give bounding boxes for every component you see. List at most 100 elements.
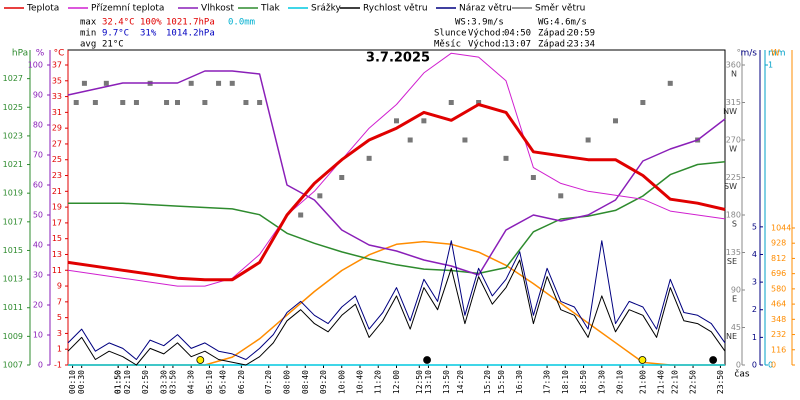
y-tick-label: 30 [33,271,43,280]
x-tick-label: 05:40 [219,370,228,394]
y-tick-label: 100 [28,61,43,70]
y-tick-label: 33 [52,92,62,101]
series-line [68,160,726,275]
x-tick-label: 20:10 [616,370,625,394]
stat-value: 31% [140,29,157,39]
y-tick-label: 19 [52,203,62,212]
y-tick-label: 1044 [771,223,791,232]
direction-point [92,100,98,105]
direction-point [229,80,235,86]
x-tick-label: 18:50 [579,370,588,394]
astro-label: Východ: [468,40,506,50]
stat-label: min [80,29,96,39]
y-tick-label: 20 [33,301,43,310]
x-tick-label: 22:10 [670,370,679,394]
wind-info: WG:4.6m/s [538,18,587,28]
y-tick-label: 21 [52,187,62,196]
x-tick-label: 01:50 [114,370,123,394]
sun-rise-marker [196,356,205,364]
direction-label: N [731,70,737,79]
x-tick-label: 07:20 [264,370,273,394]
y-tick-label: 2 [752,305,757,314]
x-tick-label: 22:50 [689,370,698,394]
x-tick-label: 17:30 [543,370,552,394]
stat-value: 1021.7hPa [166,18,215,28]
stat-value: 100% [140,18,162,28]
y-tick-label: 0 [736,361,741,370]
legend-label: Rychlost větru [363,4,428,14]
direction-point [317,193,323,199]
y-tick-label: 116 [771,345,786,354]
stat-value: 9.7°C [102,29,129,39]
x-tick-label: 23:50 [716,370,725,394]
direction-point [640,100,646,105]
y-tick-label: 1009 [3,332,23,341]
y-tick-label: 5 [57,313,62,322]
stat-value: 0.0mm [228,18,255,28]
direction-point [421,118,427,124]
y-tick-label: 40 [33,241,43,250]
stat-value: 21°C [102,40,124,50]
y-tick-label: -1 [54,361,62,370]
y-tick-label: 0 [768,361,773,370]
x-axis-label: čas [734,369,749,380]
y-tick-label: 1023 [3,131,23,140]
x-tick-label: 21:00 [638,370,647,394]
axis-unit: m/s [741,49,758,59]
y-tick-label: 10 [33,331,43,340]
y-tick-label: 11 [52,266,62,275]
y-tick-label: 180 [726,211,741,220]
stat-value: 1014.2hPa [166,29,215,39]
y-tick-label: 1013 [3,275,23,284]
y-tick-label: 31 [52,108,62,117]
direction-point [448,100,454,105]
direction-label: SW [724,182,737,191]
x-tick-label: 00:10 [68,370,77,394]
y-tick-label: 1 [57,345,62,354]
moon-rise-marker [423,356,431,364]
direction-point [462,137,468,143]
y-tick-label: 35 [52,76,62,85]
y-tick-label: 29 [52,124,62,133]
y-tick-label: 23 [52,171,62,180]
series-line [67,103,726,282]
y-tick-label: 13 [52,250,62,259]
direction-point [257,100,263,105]
x-tick-label: 18:10 [561,370,570,394]
stat-label: avg [80,40,96,50]
y-tick-label: 1027 [3,74,23,83]
astro-label: Západ: [538,29,571,39]
direction-label: SE [727,257,737,266]
x-tick-label: 01:50 [114,370,123,394]
y-tick-label: 0 [38,361,43,370]
direction-point [366,155,372,161]
y-tick-label: 696 [771,269,786,278]
y-tick-label: 1 [768,61,773,70]
astro-label: Měsíc [434,40,461,50]
direction-point [175,100,180,105]
direction-point [667,80,673,86]
y-tick-label: 25 [52,155,62,164]
legend-label: Přízemní teplota [91,4,164,14]
y-tick-label: 60 [33,181,43,190]
y-tick-label: 270 [726,136,741,145]
y-tick-label: 7 [57,297,62,306]
astro-time: 13:07 [504,40,531,50]
y-tick-label: 225 [726,173,741,182]
x-tick-label: 09:20 [319,370,328,394]
y-tick-label: 0 [771,361,776,370]
y-tick-label: 15 [52,234,62,243]
x-tick-label: 21:40 [657,370,666,394]
y-tick-label: 315 [726,98,741,107]
direction-point [243,100,249,105]
y-tick-label: 50 [33,211,43,220]
direction-point [133,100,139,105]
y-tick-label: 1019 [3,189,23,198]
x-tick-label: 04:30 [187,370,196,394]
y-tick-label: 27 [52,139,62,148]
y-tick-label: 9 [57,282,62,291]
astro-time: 23:34 [568,40,595,50]
y-tick-label: 0 [752,361,757,370]
